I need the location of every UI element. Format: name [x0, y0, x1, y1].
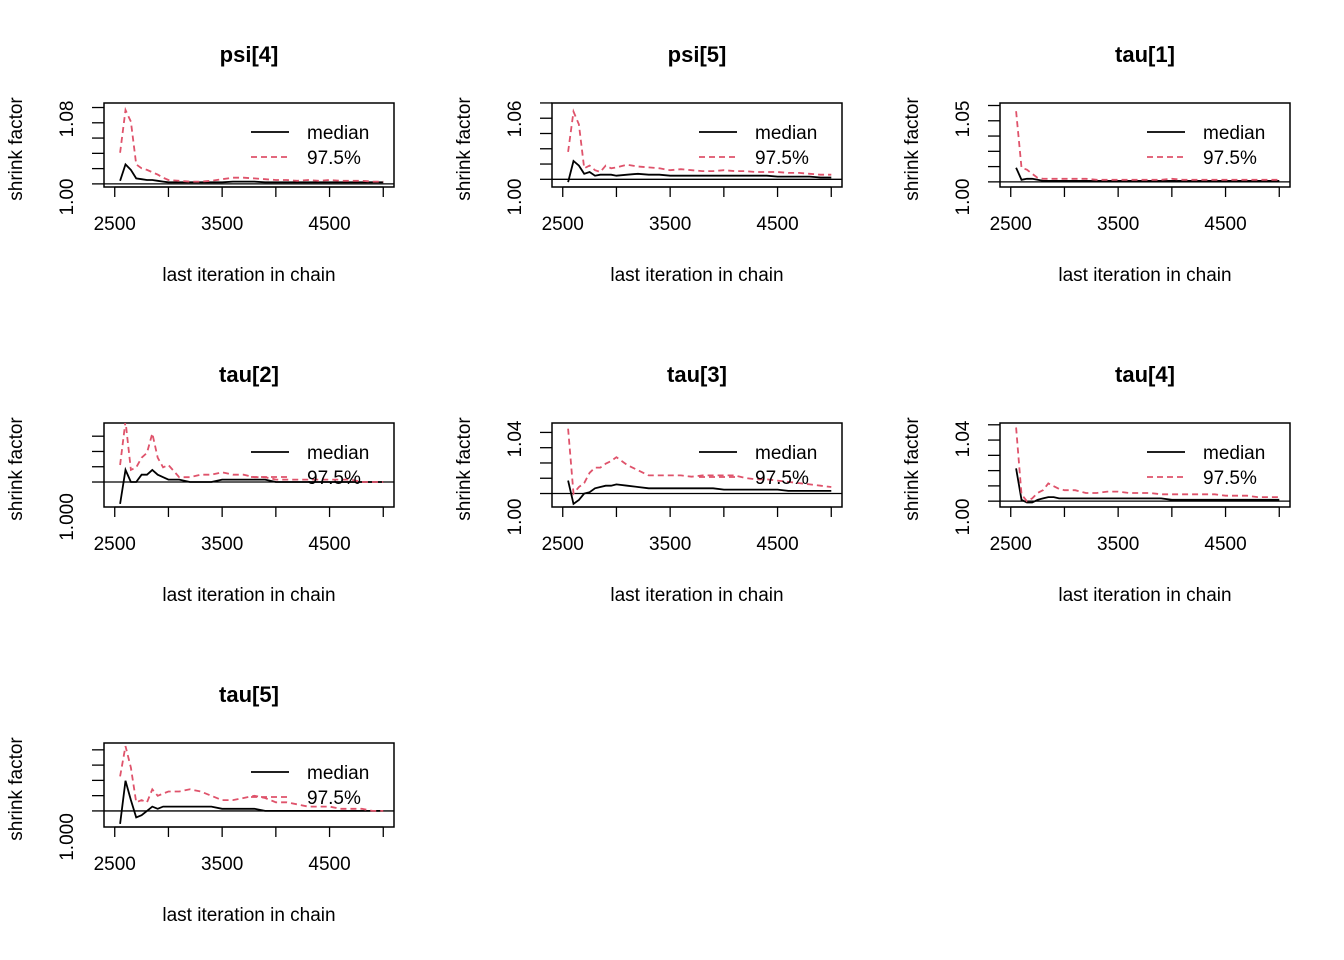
legend-upper-label: 97.5%: [307, 468, 361, 489]
x-tick-label: 4500: [308, 854, 350, 875]
y-axis-label: shrink factor: [902, 97, 923, 201]
x-tick-label: 4500: [308, 534, 350, 555]
x-tick-label: 2500: [990, 534, 1032, 555]
median-line: [119, 162, 384, 184]
panel-tau[5]: tau[5] 2500 3500 4500 last iteration in chai…: [6, 682, 395, 926]
x-tick-label: 3500: [1097, 534, 1139, 555]
x-tick-label: 3500: [201, 214, 243, 235]
plot-frame: [103, 102, 395, 188]
x-tick-label: 2500: [94, 214, 136, 235]
legend-upper-label: 97.5%: [755, 148, 809, 169]
y-tick-label: 1.000: [57, 493, 78, 541]
median-line: [1015, 167, 1280, 182]
y-tick-label: 1.00: [505, 179, 526, 216]
panel-tau[4]: tau[4] 2500 3500 4500 last iteration in chai…: [902, 362, 1291, 606]
plot-frame: [551, 102, 843, 188]
panel-title: tau[4]: [1115, 362, 1175, 387]
x-axis-label: last iteration in chain: [610, 585, 783, 606]
x-tick-label: 2500: [94, 854, 136, 875]
plot-frame: [999, 102, 1291, 188]
upper-97-5-line: [567, 108, 832, 176]
x-tick-label: 4500: [756, 534, 798, 555]
upper-97-5-line: [1015, 427, 1280, 503]
legend-median-label: median: [307, 123, 369, 144]
x-tick-label: 2500: [94, 534, 136, 555]
panel-title: tau[3]: [667, 362, 727, 387]
legend-median-label: median: [307, 763, 369, 784]
y-tick-label: 1.04: [953, 420, 974, 457]
panel-title: tau[5]: [219, 682, 279, 707]
x-tick-label: 3500: [1097, 214, 1139, 235]
x-tick-label: 4500: [1204, 214, 1246, 235]
y-tick-label: 1.08: [57, 101, 78, 138]
legend-median-label: median: [1203, 123, 1265, 144]
legend-upper-label: 97.5%: [755, 468, 809, 489]
panel-psi[4]: psi[4] 2500 3500 4500 last iteration in chai…: [6, 42, 395, 286]
x-axis-label: last iteration in chain: [162, 905, 335, 926]
x-tick-label: 3500: [201, 534, 243, 555]
legend-median-label: median: [755, 443, 817, 464]
x-tick-label: 2500: [990, 214, 1032, 235]
x-axis-label: last iteration in chain: [1058, 585, 1231, 606]
plot-frame: [103, 422, 395, 508]
legend-upper-label: 97.5%: [1203, 148, 1257, 169]
x-tick-label: 4500: [308, 214, 350, 235]
y-axis-label: shrink factor: [6, 417, 27, 521]
x-axis-label: last iteration in chain: [162, 585, 335, 606]
median-line: [119, 466, 384, 505]
panel-title: tau[1]: [1115, 42, 1175, 67]
y-tick-label: 1.04: [505, 420, 526, 457]
y-tick-label: 1.00: [505, 499, 526, 536]
upper-97-5-line: [567, 428, 832, 496]
y-axis-label: shrink factor: [6, 97, 27, 201]
y-tick-label: 1.000: [57, 813, 78, 861]
legend-upper-label: 97.5%: [307, 148, 361, 169]
panel-title: psi[4]: [220, 42, 279, 67]
x-tick-label: 2500: [542, 534, 584, 555]
x-tick-label: 3500: [201, 854, 243, 875]
x-axis-label: last iteration in chain: [610, 265, 783, 286]
median-line: [567, 480, 832, 506]
y-tick-label: 1.00: [953, 179, 974, 216]
upper-97-5-line: [119, 745, 384, 812]
x-tick-label: 4500: [1204, 534, 1246, 555]
median-line: [567, 159, 832, 183]
x-tick-label: 3500: [649, 214, 691, 235]
plot-frame: [551, 422, 843, 508]
x-tick-label: 2500: [542, 214, 584, 235]
y-axis-label: shrink factor: [454, 97, 475, 201]
plot-frame: [999, 422, 1291, 508]
y-tick-label: 1.05: [953, 101, 974, 138]
legend-median-label: median: [1203, 443, 1265, 464]
x-tick-label: 3500: [649, 534, 691, 555]
panel-tau[3]: tau[3] 2500 3500 4500 last iteration in chai…: [454, 362, 843, 606]
legend-upper-label: 97.5%: [1203, 468, 1257, 489]
y-axis-label: shrink factor: [6, 737, 27, 841]
y-tick-label: 1.00: [57, 179, 78, 216]
x-tick-label: 4500: [756, 214, 798, 235]
panel-tau[2]: tau[2] 2500 3500 4500 last iteration in chai…: [6, 362, 395, 606]
legend-median-label: median: [307, 443, 369, 464]
upper-97-5-line: [119, 423, 384, 483]
median-line: [1015, 468, 1280, 504]
panel-title: tau[2]: [219, 362, 279, 387]
legend-median-label: median: [755, 123, 817, 144]
plot-frame: [103, 742, 395, 828]
upper-97-5-line: [1015, 111, 1280, 181]
x-axis-label: last iteration in chain: [162, 265, 335, 286]
y-tick-label: 1.00: [953, 499, 974, 536]
y-axis-label: shrink factor: [454, 417, 475, 521]
y-axis-label: shrink factor: [902, 417, 923, 521]
panel-tau[1]: tau[1] 2500 3500 4500 last iteration in chai…: [902, 42, 1291, 286]
panel-title: psi[5]: [668, 42, 727, 67]
panel-psi[5]: psi[5] 2500 3500 4500 last iteration in chai…: [454, 42, 843, 286]
x-axis-label: last iteration in chain: [1058, 265, 1231, 286]
median-line: [119, 780, 384, 825]
legend-upper-label: 97.5%: [307, 788, 361, 809]
y-tick-label: 1.06: [505, 101, 526, 138]
upper-97-5-line: [119, 106, 384, 183]
